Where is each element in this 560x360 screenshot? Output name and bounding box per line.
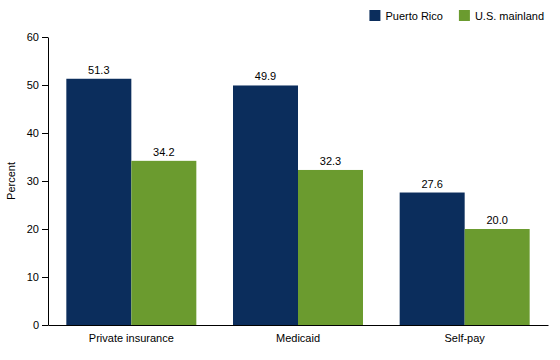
data-label: 20.0 [486, 214, 507, 226]
x-tick: Medicaid [276, 332, 320, 344]
y-axis-line [48, 38, 49, 326]
legend-label: Puerto Rico [385, 10, 442, 22]
y-tick: 20 [27, 223, 48, 235]
legend-item: Puerto Rico [369, 10, 442, 22]
y-tick-mark [42, 85, 48, 86]
legend-swatch [369, 10, 380, 21]
x-axis: Private insurance Medicaid Self-pay [49, 326, 549, 344]
bar [131, 161, 196, 325]
y-axis-title: Percent [5, 162, 17, 200]
y-axis: 0 10 20 30 40 50 60 [27, 31, 49, 331]
bar [465, 229, 530, 325]
data-label: 34.2 [153, 146, 174, 158]
x-tick: Self-pay [444, 332, 485, 344]
y-tick-mark [42, 181, 48, 182]
y-tick: 60 [27, 31, 48, 43]
y-tick-mark [42, 277, 48, 278]
x-tick: Private insurance [89, 332, 174, 344]
bar [66, 79, 131, 325]
y-tick-label: 50 [27, 79, 39, 91]
y-tick: 10 [27, 271, 48, 283]
y-tick-label: 10 [27, 271, 39, 283]
legend-label: U.S. mainland [475, 10, 544, 22]
y-tick-label: 30 [27, 175, 39, 187]
data-label: 27.6 [421, 178, 442, 190]
legend-item: U.S. mainland [459, 10, 544, 22]
bars [66, 79, 529, 325]
y-tick: 30 [27, 175, 48, 187]
y-tick-mark [42, 37, 48, 38]
x-axis-line [49, 325, 549, 326]
bar [298, 170, 363, 325]
y-tick: 0 [33, 319, 48, 331]
y-tick-label: 60 [27, 31, 39, 43]
y-tick-mark [42, 325, 48, 326]
y-tick-label: 20 [27, 223, 39, 235]
data-label: 49.9 [255, 70, 276, 82]
y-tick: 40 [27, 127, 48, 139]
x-tick-label: Medicaid [276, 332, 320, 344]
y-tick-mark [42, 229, 48, 230]
bar [233, 85, 298, 325]
data-label: 51.3 [88, 64, 109, 76]
bar [400, 193, 465, 325]
x-tick-label: Private insurance [89, 332, 174, 344]
y-tick: 50 [27, 79, 48, 91]
y-tick-label: 40 [27, 127, 39, 139]
legend-swatch [459, 10, 470, 21]
y-tick-label: 0 [33, 319, 39, 331]
x-tick-label: Self-pay [444, 332, 485, 344]
data-label: 32.3 [320, 155, 341, 167]
y-tick-mark [42, 133, 48, 134]
plot-area: 0 10 20 30 40 50 60 Private insurance Medicaid Se… [5, 31, 549, 344]
data-labels: 51.3 49.9 27.6 34.2 32.3 20.0 [88, 64, 508, 226]
legend: Puerto Rico U.S. mainland [369, 10, 544, 22]
chart: 0 10 20 30 40 50 60 Private insurance Medicaid Se… [0, 0, 560, 360]
